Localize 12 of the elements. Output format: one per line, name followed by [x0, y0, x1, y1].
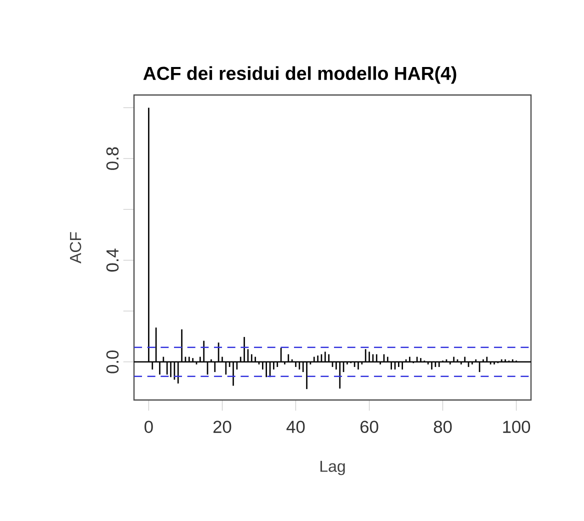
x-axis-title: Lag: [320, 460, 345, 476]
chart-title: ACF dei residui del modello HAR(4): [143, 66, 456, 84]
x-tick-label: 100: [503, 420, 530, 433]
y-tick-label: 0.8: [106, 147, 119, 170]
y-tick-label: 0.0: [106, 350, 119, 374]
x-tick-label: 80: [434, 420, 452, 433]
x-tick-label: 20: [213, 420, 232, 433]
x-tick-label: 0: [144, 420, 153, 433]
y-axis-title: ACF: [70, 232, 82, 264]
x-tick-label: 40: [286, 420, 305, 433]
y-tick-label: 0.4: [106, 248, 119, 272]
x-tick-label: 60: [360, 420, 378, 433]
